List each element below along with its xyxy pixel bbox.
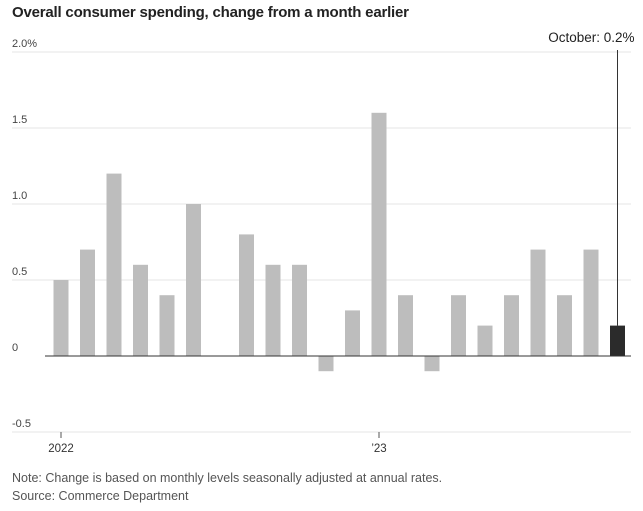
chart-source: Source: Commerce Department: [12, 489, 189, 503]
bar-jun-2023: [504, 295, 519, 356]
bar-jul-2023: [530, 249, 546, 356]
y-tick-label: 1.5: [12, 114, 27, 126]
bars: [53, 112, 625, 372]
bar-nov-2022: [318, 356, 334, 372]
bar-apr-2022: [133, 264, 148, 356]
bar-jan-2023: [371, 112, 387, 356]
bar-mar-2023: [424, 356, 440, 372]
bar-may-2022: [159, 295, 175, 356]
bar-feb-2022: [80, 249, 95, 356]
x-tick-label: ’23: [371, 443, 386, 455]
y-tick-label: 0: [12, 342, 18, 354]
bar-dec-2022: [345, 310, 360, 356]
bar-apr-2023: [451, 295, 466, 356]
chart-title: Overall consumer spending, change from a…: [12, 4, 409, 21]
x-axis-ticks: 2022 ’23: [48, 432, 387, 455]
y-tick-label: 2.0%: [12, 38, 37, 50]
callout: October: 0.2%: [548, 30, 635, 326]
bar-feb-2023: [398, 295, 413, 356]
chart-note: Note: Change is based on monthly levels …: [12, 471, 443, 485]
bar-jun-2022: [186, 204, 201, 356]
bar-oct-2023: [610, 325, 625, 356]
y-tick-label: 1.0: [12, 190, 27, 202]
bar-aug-2022: [239, 234, 254, 356]
gridlines: [12, 51, 631, 433]
y-axis-ticks: 2.0% 1.5 1.0 0.5 0 -0.5: [12, 38, 37, 430]
bar-jan-2022: [53, 280, 69, 356]
y-tick-label: 0.5: [12, 266, 27, 278]
y-tick-label: -0.5: [12, 418, 31, 430]
bar-sep-2022: [265, 264, 281, 356]
bar-may-2023: [477, 325, 493, 356]
x-tick-label: 2022: [48, 443, 74, 455]
bar-mar-2022: [106, 173, 122, 356]
bar-sep-2023: [583, 249, 599, 356]
bar-oct-2022: [292, 264, 307, 356]
bar-aug-2023: [557, 295, 572, 356]
callout-label: October: 0.2%: [548, 30, 634, 45]
